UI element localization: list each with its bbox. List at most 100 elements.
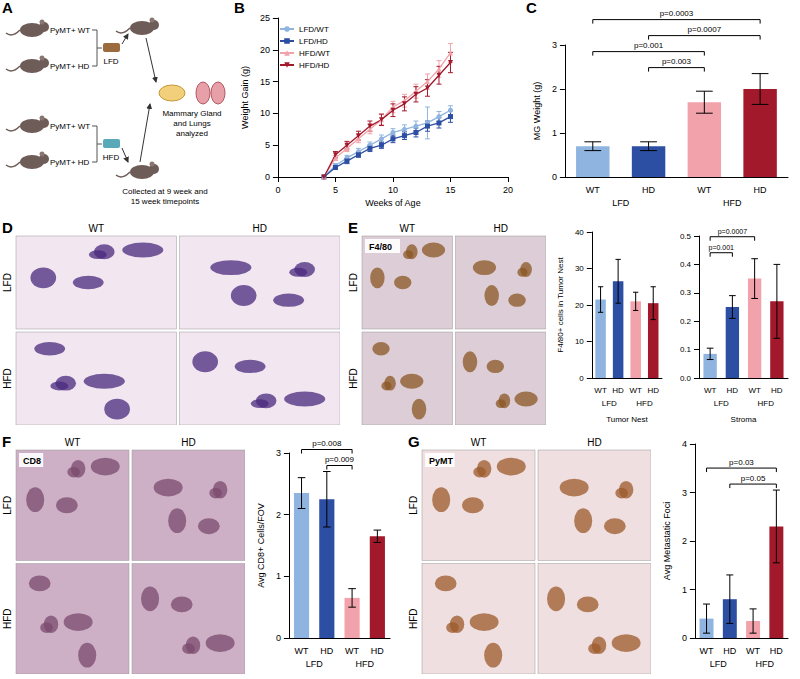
svg-text:LFD: LFD: [306, 659, 324, 669]
svg-text:2: 2: [682, 536, 687, 546]
svg-text:2: 2: [552, 84, 557, 94]
svg-text:WT: WT: [748, 386, 761, 395]
svg-text:Avg Metastatic Foci: Avg Metastatic Foci: [662, 502, 672, 580]
svg-text:HD: HD: [723, 646, 736, 656]
svg-text:15 week timepoints: 15 week timepoints: [131, 197, 199, 206]
svg-text:HD: HD: [181, 437, 195, 448]
svg-text:0: 0: [265, 172, 270, 182]
svg-text:HFD/HD: HFD/HD: [299, 61, 329, 70]
svg-text:Avg CD8+ Cells/FOV: Avg CD8+ Cells/FOV: [256, 503, 266, 588]
svg-text:p=0.003: p=0.003: [662, 57, 692, 66]
svg-text:HD: HD: [727, 386, 739, 395]
svg-text:1: 1: [552, 128, 557, 138]
svg-text:p=0.03: p=0.03: [729, 458, 754, 467]
svg-text:HFD: HFD: [723, 198, 742, 208]
svg-text:PyMT+ HD: PyMT+ HD: [50, 62, 90, 71]
svg-text:p=0.0007: p=0.0007: [718, 228, 747, 236]
svg-text:10: 10: [575, 337, 584, 346]
svg-text:HD: HD: [771, 386, 783, 395]
svg-text:p=0.008: p=0.008: [312, 439, 342, 448]
svg-text:3: 3: [276, 448, 281, 458]
svg-text:HFD: HFD: [2, 368, 13, 389]
svg-text:Weight Gain (g): Weight Gain (g): [240, 66, 250, 129]
svg-text:HFD: HFD: [2, 608, 13, 629]
svg-text:HFD: HFD: [636, 399, 653, 408]
svg-text:40: 40: [575, 228, 584, 237]
svg-text:3: 3: [682, 488, 687, 498]
svg-text:HD: HD: [320, 646, 333, 656]
svg-text:p=0.0003: p=0.0003: [660, 9, 694, 18]
svg-text:LFD/HD: LFD/HD: [299, 37, 328, 46]
svg-text:PyMT+ WT: PyMT+ WT: [50, 122, 90, 131]
svg-text:F4/80: F4/80: [369, 242, 392, 252]
svg-text:HD: HD: [754, 185, 767, 195]
svg-text:LFD: LFD: [2, 273, 13, 292]
svg-text:WT: WT: [704, 386, 717, 395]
svg-text:2: 2: [276, 510, 281, 520]
svg-text:Tumor Nest: Tumor Nest: [606, 415, 648, 424]
svg-text:0.5: 0.5: [680, 232, 692, 241]
svg-text:PyMT+ WT: PyMT+ WT: [50, 26, 90, 35]
svg-text:HFD: HFD: [355, 659, 374, 669]
svg-text:0: 0: [276, 633, 281, 643]
svg-text:LFD: LFD: [710, 659, 728, 669]
svg-text:LFD: LFD: [408, 496, 419, 515]
svg-text:MG Weight (g): MG Weight (g): [532, 82, 542, 140]
svg-text:LFD: LFD: [103, 57, 118, 66]
svg-text:LFD: LFD: [612, 198, 630, 208]
svg-text:F4/80+ cells in Tumor Nest: F4/80+ cells in Tumor Nest: [556, 257, 565, 353]
svg-text:analyzed: analyzed: [176, 129, 208, 138]
svg-text:HD: HD: [642, 185, 655, 195]
svg-text:WT: WT: [697, 185, 711, 195]
svg-text:20: 20: [260, 45, 270, 55]
svg-text:p=0.009: p=0.009: [325, 455, 355, 464]
svg-text:HFD: HFD: [755, 659, 774, 669]
svg-text:HD: HD: [371, 646, 384, 656]
svg-text:CD8: CD8: [23, 456, 41, 466]
svg-text:HFD: HFD: [408, 608, 419, 629]
svg-text:Mammary Gland: Mammary Gland: [162, 109, 221, 118]
svg-text:0: 0: [682, 633, 687, 643]
svg-text:WT: WT: [629, 386, 642, 395]
svg-text:20: 20: [575, 301, 584, 310]
svg-text:4: 4: [682, 439, 687, 449]
svg-text:HD: HD: [587, 437, 601, 448]
svg-text:0.4: 0.4: [680, 260, 692, 269]
svg-text:WT: WT: [746, 646, 760, 656]
svg-text:WT: WT: [295, 646, 309, 656]
svg-text:1: 1: [276, 571, 281, 581]
svg-text:25: 25: [260, 13, 270, 23]
svg-text:WT: WT: [65, 437, 81, 448]
svg-text:LFD: LFD: [714, 399, 729, 408]
svg-text:30: 30: [575, 264, 584, 273]
svg-text:and Lungs: and Lungs: [173, 119, 210, 128]
svg-text:HFD/WT: HFD/WT: [299, 49, 330, 58]
svg-text:1: 1: [682, 585, 687, 595]
svg-text:20: 20: [503, 185, 513, 195]
svg-text:LFD: LFD: [602, 399, 617, 408]
svg-text:p=0.05: p=0.05: [741, 474, 766, 483]
svg-text:HFD: HFD: [103, 153, 120, 162]
svg-text:HD: HD: [494, 223, 508, 234]
svg-text:p=0.001: p=0.001: [709, 244, 735, 252]
svg-text:5: 5: [333, 185, 338, 195]
svg-text:WT: WT: [594, 386, 607, 395]
svg-text:WT: WT: [586, 185, 600, 195]
svg-text:HD: HD: [647, 386, 659, 395]
svg-text:HD: HD: [253, 223, 267, 234]
svg-text:0: 0: [579, 374, 584, 383]
svg-text:WT: WT: [88, 223, 104, 234]
svg-text:LFD/WT: LFD/WT: [299, 25, 329, 34]
svg-text:10: 10: [388, 185, 398, 195]
svg-text:0: 0: [275, 185, 280, 195]
svg-text:HFD: HFD: [758, 399, 775, 408]
svg-text:15: 15: [445, 185, 455, 195]
svg-text:10: 10: [260, 108, 270, 118]
svg-text:p=0.001: p=0.001: [634, 41, 664, 50]
svg-text:15: 15: [260, 77, 270, 87]
svg-text:5: 5: [265, 140, 270, 150]
svg-text:PyMT+ HD: PyMT+ HD: [50, 158, 90, 167]
svg-text:PyMT: PyMT: [429, 456, 454, 466]
svg-text:0.3: 0.3: [680, 288, 692, 297]
svg-text:Collected at 9 week and: Collected at 9 week and: [122, 187, 207, 196]
